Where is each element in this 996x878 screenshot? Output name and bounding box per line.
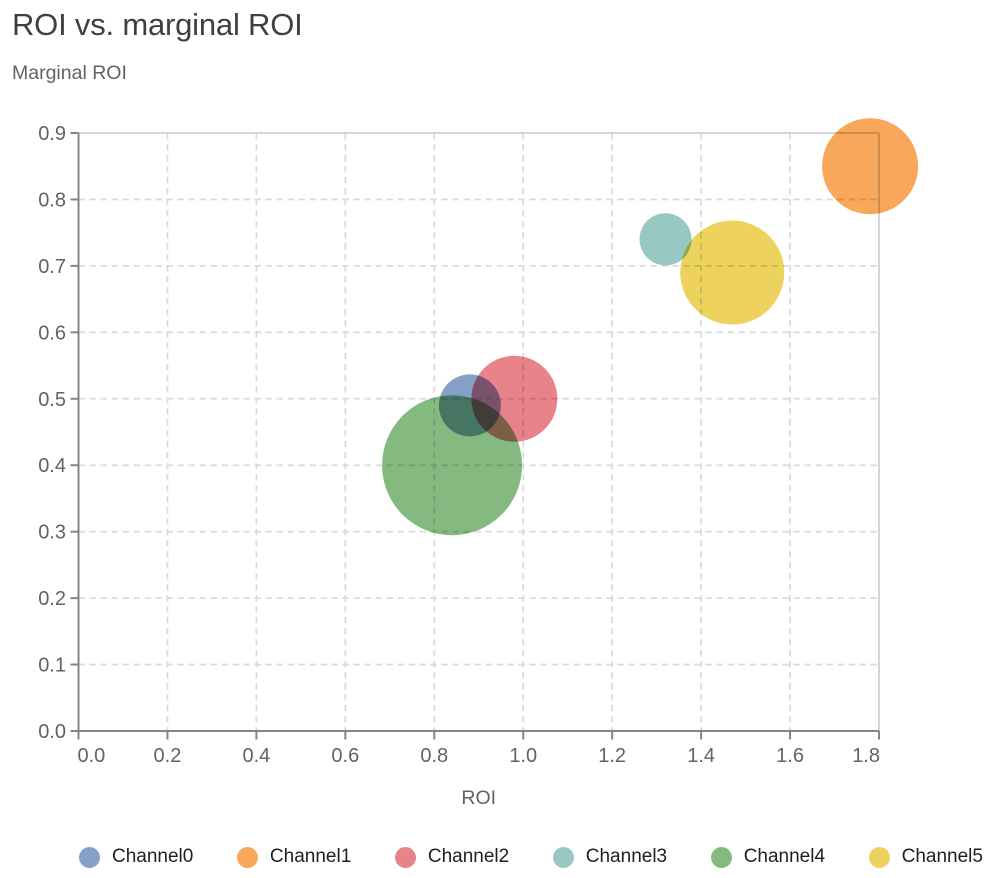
legend-swatch-icon — [79, 846, 100, 868]
x-tick-label: 1.2 — [598, 745, 626, 767]
bubble-channel5[interactable] — [680, 220, 785, 325]
legend-item-channel3[interactable]: Channel3 — [552, 846, 668, 868]
bubble-channel1[interactable] — [822, 118, 919, 215]
x-tick-label: 1.0 — [509, 745, 537, 767]
legend-swatch-icon — [236, 846, 258, 868]
chart-title: ROI vs. marginal ROI — [12, 7, 303, 42]
x-tick-label: 0.2 — [154, 745, 182, 767]
x-tick-label: 1.6 — [776, 745, 804, 767]
x-axis-title: ROI — [461, 787, 496, 809]
y-tick-label: 0.6 — [38, 322, 66, 344]
x-tick-label: 1.8 — [852, 745, 880, 767]
y-tick-label: 0.1 — [38, 655, 66, 677]
legend-swatch-icon — [394, 846, 416, 868]
legend-item-channel2[interactable]: Channel2 — [394, 846, 510, 868]
y-tick-label: 0.2 — [38, 588, 66, 610]
legend-label: Channel0 — [112, 846, 194, 867]
bubble-channel3[interactable] — [639, 213, 692, 266]
y-tick-label: 0.4 — [38, 455, 66, 477]
y-tick-label: 0.9 — [38, 123, 66, 145]
x-tick-label: 0.4 — [242, 745, 270, 767]
y-tick-label: 0.8 — [38, 189, 66, 211]
y-tick-label: 0.0 — [38, 721, 66, 743]
legend-item-channel5[interactable]: Channel5 — [868, 846, 983, 868]
legend-label: Channel5 — [901, 846, 983, 867]
legend: Channel0 Channel1 Channel2 Channel3 Channel4… — [0, 845, 996, 869]
legend-label: Channel2 — [427, 846, 510, 867]
x-tick-label: 0.6 — [331, 745, 359, 767]
y-tick-label: 0.3 — [38, 522, 66, 544]
x-tick-label: 0.0 — [78, 745, 106, 767]
legend-swatch-icon — [710, 846, 732, 868]
y-tick-label: 0.5 — [38, 389, 66, 411]
legend-item-channel0[interactable]: Channel0 — [79, 846, 193, 868]
bubble-channel4[interactable] — [382, 395, 523, 536]
legend-label: Channel3 — [585, 846, 668, 867]
x-tick-label: 1.4 — [687, 745, 715, 767]
y-tick-label: 0.7 — [38, 256, 66, 278]
legend-label: Channel4 — [743, 846, 826, 867]
bubble-chart: 0.0 0.2 0.4 0.6 0.8 1.0 1.2 1.4 1.6 1.8 0.0 0.1 0.2 0… — [38, 118, 919, 809]
legend-item-channel4[interactable]: Channel4 — [710, 846, 826, 868]
legend-swatch-icon — [552, 846, 574, 868]
legend-item-channel1[interactable]: Channel1 — [236, 846, 352, 868]
y-axis-title: Marginal ROI — [12, 62, 127, 84]
legend-swatch-icon — [868, 846, 890, 868]
x-tick-label: 0.8 — [420, 745, 448, 767]
legend-label: Channel1 — [269, 846, 352, 867]
